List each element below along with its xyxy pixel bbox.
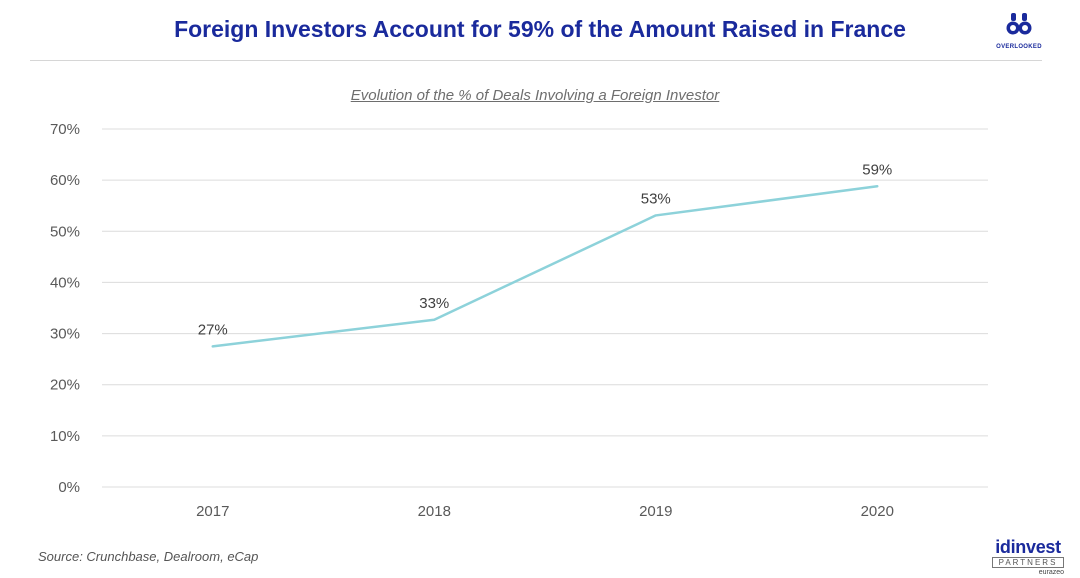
y-tick-label: 60%: [50, 172, 80, 189]
y-tick-label: 10%: [50, 428, 80, 445]
y-tick-label: 40%: [50, 274, 80, 291]
title-divider: [30, 60, 1042, 61]
idinvest-logo: idinvest PARTNERS eurazeo: [992, 538, 1064, 576]
series-line: [211, 185, 879, 348]
x-tick-label: 2018: [418, 503, 451, 520]
binoculars-icon: [1006, 13, 1032, 35]
y-tick-label: 30%: [50, 326, 80, 343]
x-tick-label: 2017: [196, 503, 229, 520]
brand-subtitle: PARTNERS: [992, 557, 1064, 568]
y-tick-label: 50%: [50, 223, 80, 240]
y-tick-label: 20%: [50, 377, 80, 394]
data-label: 59%: [862, 161, 892, 178]
source-note: Source: Crunchbase, Dealroom, eCap: [38, 549, 259, 564]
x-tick-label: 2020: [861, 503, 894, 520]
data-label: 33%: [419, 295, 449, 312]
y-tick-label: 0%: [58, 479, 80, 496]
chart-subtitle: Evolution of the % of Deals Involving a …: [350, 87, 720, 104]
overlooked-logo: OVERLOOKED: [994, 12, 1044, 52]
data-label: 53%: [641, 190, 671, 207]
data-label: 27%: [198, 321, 228, 338]
brand-name: idinvest: [995, 537, 1061, 557]
y-tick-label: 70%: [50, 121, 80, 138]
page-title: Foreign Investors Account for 59% of the…: [174, 16, 906, 42]
brand-tagline: eurazeo: [1038, 569, 1064, 576]
x-tick-label: 2019: [639, 503, 672, 520]
logo-caption: OVERLOOKED: [996, 44, 1042, 50]
